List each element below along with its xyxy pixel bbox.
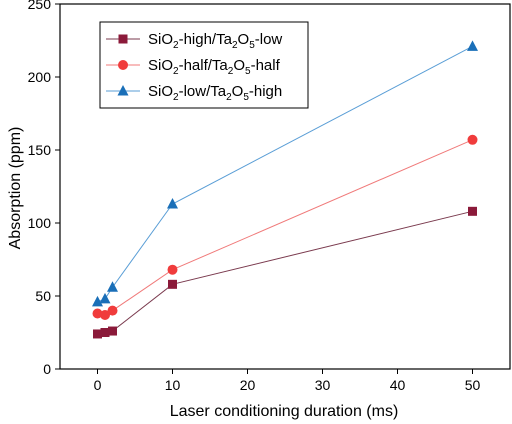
legend-subscript: 2 (226, 92, 232, 103)
plot-frame (59, 3, 511, 370)
x-tick-label: 30 (315, 377, 331, 393)
data-point-circle (100, 309, 110, 320)
series-layer (92, 40, 478, 339)
legend-entry: SiO2-half/Ta2O5-half (106, 57, 281, 77)
data-point-triangle (467, 40, 478, 51)
legend-marker-circle (118, 60, 128, 70)
legend-text-part: -half/Ta (179, 57, 229, 74)
legend-entry: SiO2-high/Ta2O5-low (106, 31, 282, 51)
legend-marker-triangle (117, 85, 129, 96)
data-point-square (100, 328, 110, 337)
legend-subscript: 2 (232, 40, 238, 51)
legend-marker-square (118, 34, 128, 44)
data-point-triangle (92, 295, 103, 307)
legend-subscript: 5 (243, 92, 249, 103)
x-tick-label: 50 (465, 377, 481, 393)
legend-text-part: -high (249, 83, 282, 100)
legend-text-part: O (232, 83, 244, 100)
legend-text-part: O (233, 57, 245, 74)
legend-subscript: 2 (173, 92, 179, 103)
legend-text-part: SiO (148, 57, 173, 74)
plot-area (59, 3, 511, 370)
data-point-circle (167, 264, 178, 275)
legend-text-part: -half (251, 57, 281, 74)
x-tick-label: 20 (240, 377, 256, 393)
x-tick-label: 40 (390, 377, 406, 393)
legend-subscript: 2 (173, 66, 179, 77)
data-point-square (168, 279, 177, 289)
x-tick-label: 0 (94, 377, 102, 393)
series-2 (92, 134, 478, 320)
legend-text-part: -high/Ta (179, 31, 233, 48)
legend-label: SiO2-half/Ta2O5-half (148, 57, 281, 77)
legend-label: SiO2-low/Ta2O5-high (148, 83, 282, 103)
legend-subscript: 2 (173, 40, 179, 51)
legend-label: SiO2-high/Ta2O5-low (148, 31, 282, 51)
x-axis-title: Laser conditioning duration (ms) (170, 403, 399, 420)
legend-text-part: -low (255, 31, 283, 48)
legend-text-part: SiO (148, 83, 173, 100)
y-axis-title: Absorption (ppm) (7, 127, 24, 250)
data-point-circle (92, 308, 103, 319)
data-point-square (93, 329, 102, 339)
legend-text-part: -low/Ta (179, 83, 227, 100)
data-point-triangle (107, 281, 118, 292)
y-axis-ticks: 0 50 100 150 200 250 (28, 0, 60, 377)
legend-subscript: 5 (245, 66, 251, 77)
series-1 (93, 206, 477, 339)
y-tick-label: 50 (35, 288, 51, 304)
data-point-triangle (99, 292, 111, 304)
legend-entry: SiO2-low/Ta2O5-high (106, 83, 282, 103)
y-tick-label: 250 (28, 0, 52, 12)
data-point-square (108, 326, 117, 336)
series-3 (92, 40, 478, 307)
x-axis-ticks: 0 10 20 30 40 50 (94, 369, 481, 393)
data-point-circle (467, 134, 478, 145)
legend-text-part: O (238, 31, 250, 48)
x-tick-label: 10 (165, 377, 181, 393)
legend-subscript: 5 (249, 40, 255, 51)
y-tick-label: 200 (28, 69, 52, 85)
data-point-triangle (167, 198, 178, 209)
legend-subscript: 2 (228, 66, 234, 77)
y-tick-label: 0 (43, 361, 51, 377)
series-line (97, 139, 473, 316)
data-point-square (468, 206, 477, 216)
y-tick-label: 150 (28, 142, 52, 158)
y-tick-label: 100 (28, 215, 52, 231)
legend-text-part: SiO (148, 31, 173, 48)
legend: SiO2-high/Ta2O5-lowSiO2-half/Ta2O5-halfS… (99, 21, 309, 109)
data-point-circle (107, 305, 118, 316)
